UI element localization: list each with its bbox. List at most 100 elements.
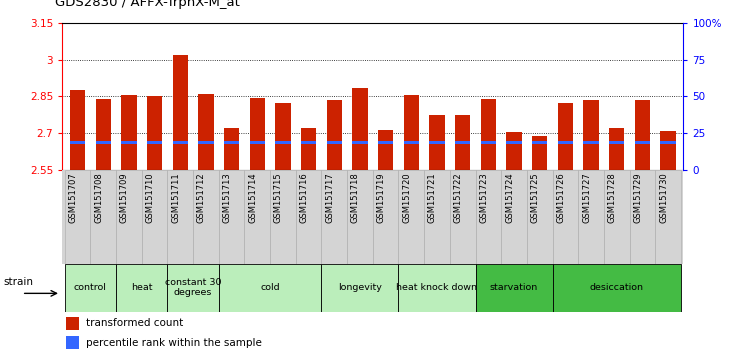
Bar: [249, 98, 265, 170]
Bar: [249, 141, 265, 144]
Bar: [66, 336, 79, 349]
Bar: [276, 103, 291, 170]
Text: GSM151709: GSM151709: [120, 173, 129, 223]
Bar: [167, 264, 219, 312]
Bar: [224, 141, 239, 144]
Bar: [629, 170, 655, 264]
Bar: [96, 141, 111, 144]
Text: GSM151717: GSM151717: [325, 173, 334, 223]
Bar: [404, 141, 419, 144]
Bar: [655, 170, 681, 264]
Bar: [558, 141, 573, 144]
Text: GSM151722: GSM151722: [454, 173, 463, 223]
Text: GDS2830 / AFFX-TrpnX-M_at: GDS2830 / AFFX-TrpnX-M_at: [55, 0, 240, 9]
Text: GSM151716: GSM151716: [300, 173, 308, 223]
Bar: [322, 170, 347, 264]
Bar: [553, 264, 681, 312]
Text: heat: heat: [131, 283, 153, 292]
Bar: [296, 170, 322, 264]
Text: GSM151710: GSM151710: [145, 173, 154, 223]
Text: GSM151711: GSM151711: [171, 173, 181, 223]
Text: constant 30
degrees: constant 30 degrees: [164, 278, 221, 297]
Bar: [352, 141, 368, 144]
Text: cold: cold: [260, 283, 280, 292]
Bar: [455, 141, 470, 144]
Text: strain: strain: [3, 277, 33, 287]
Text: GSM151727: GSM151727: [582, 173, 591, 223]
Text: heat knock down: heat knock down: [396, 283, 477, 292]
Text: GSM151721: GSM151721: [428, 173, 437, 223]
Bar: [327, 141, 342, 144]
Text: longevity: longevity: [338, 283, 382, 292]
Bar: [373, 170, 398, 264]
Text: GSM151724: GSM151724: [505, 173, 514, 223]
Bar: [398, 170, 424, 264]
Bar: [173, 55, 188, 170]
Bar: [219, 170, 244, 264]
Bar: [404, 95, 419, 170]
Bar: [532, 136, 548, 170]
Bar: [481, 99, 496, 170]
Bar: [635, 100, 650, 170]
Bar: [352, 88, 368, 170]
Text: GSM151708: GSM151708: [94, 173, 103, 223]
Bar: [198, 141, 213, 144]
Bar: [193, 170, 219, 264]
Bar: [301, 128, 317, 170]
Bar: [583, 100, 599, 170]
Text: GSM151707: GSM151707: [69, 173, 77, 223]
Bar: [70, 141, 86, 144]
Bar: [70, 90, 86, 170]
Bar: [91, 170, 116, 264]
Bar: [121, 141, 137, 144]
Text: GSM151730: GSM151730: [659, 173, 668, 223]
Bar: [224, 128, 239, 170]
Text: percentile rank within the sample: percentile rank within the sample: [86, 337, 262, 348]
Bar: [327, 100, 342, 170]
Text: GSM151713: GSM151713: [223, 173, 232, 223]
Text: GSM151718: GSM151718: [351, 173, 360, 223]
Bar: [65, 170, 91, 264]
Bar: [660, 131, 675, 170]
Bar: [450, 170, 475, 264]
Bar: [167, 170, 193, 264]
Bar: [398, 264, 475, 312]
Text: desiccation: desiccation: [590, 283, 644, 292]
Text: GSM151719: GSM151719: [376, 173, 386, 223]
Bar: [219, 264, 322, 312]
Bar: [507, 141, 522, 144]
Bar: [429, 115, 444, 170]
Bar: [301, 141, 317, 144]
Bar: [276, 141, 291, 144]
Bar: [66, 317, 79, 330]
Bar: [322, 264, 398, 312]
Bar: [198, 93, 213, 170]
Bar: [455, 115, 470, 170]
Bar: [347, 170, 373, 264]
Bar: [583, 141, 599, 144]
Bar: [65, 264, 116, 312]
Text: GSM151712: GSM151712: [197, 173, 206, 223]
Bar: [558, 103, 573, 170]
Bar: [660, 141, 675, 144]
Bar: [501, 170, 527, 264]
Text: GSM151714: GSM151714: [249, 173, 257, 223]
Bar: [604, 170, 629, 264]
Text: GSM151726: GSM151726: [556, 173, 565, 223]
Bar: [173, 141, 188, 144]
Bar: [429, 141, 444, 144]
Bar: [116, 264, 167, 312]
Bar: [147, 96, 162, 170]
Bar: [270, 170, 296, 264]
Text: control: control: [74, 283, 107, 292]
Text: GSM151728: GSM151728: [607, 173, 617, 223]
Bar: [475, 264, 553, 312]
Text: GSM151715: GSM151715: [274, 173, 283, 223]
Bar: [635, 141, 650, 144]
Text: GSM151729: GSM151729: [633, 173, 643, 223]
Bar: [116, 170, 142, 264]
Bar: [609, 141, 624, 144]
Bar: [378, 130, 393, 170]
Bar: [96, 99, 111, 170]
Text: GSM151725: GSM151725: [531, 173, 539, 223]
